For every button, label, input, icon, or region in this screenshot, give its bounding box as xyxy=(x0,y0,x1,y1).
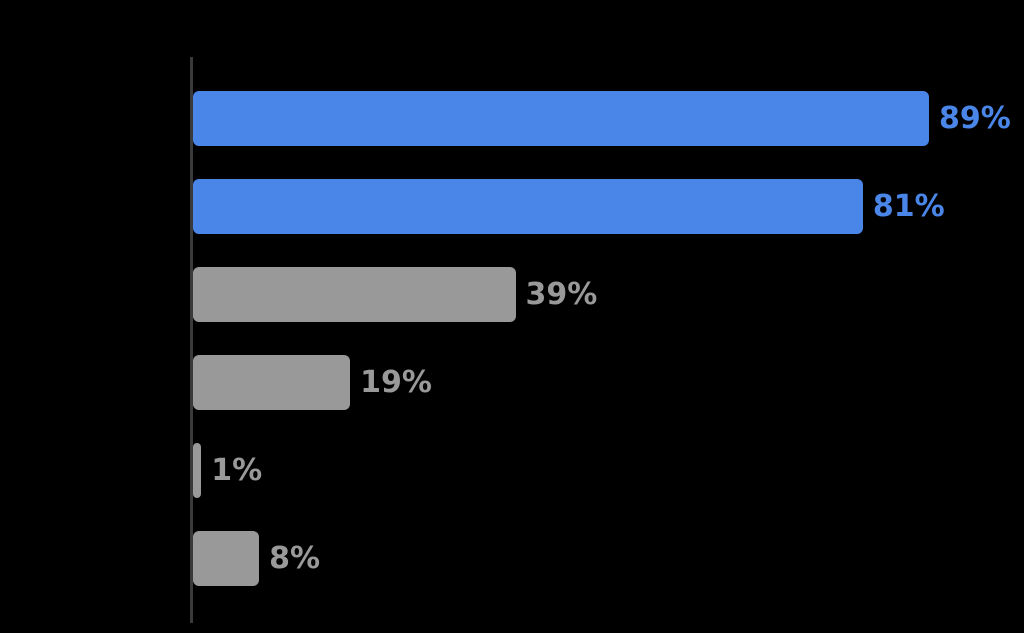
bar xyxy=(193,179,863,234)
bar-row: 8% xyxy=(193,531,1020,586)
bar-row: 1% xyxy=(193,443,1020,498)
bar xyxy=(193,531,260,586)
bar-value-label: 1% xyxy=(211,452,263,488)
y-axis-line xyxy=(190,57,193,623)
bar-row: 19% xyxy=(193,355,1020,410)
bar-value-label: 19% xyxy=(360,364,432,400)
bar-value-label: 39% xyxy=(525,276,598,312)
bar-row: 39% xyxy=(193,267,1020,322)
bar-value-label: 81% xyxy=(872,188,945,224)
bars-area: 89% 81% 39% 19% 1% 8% xyxy=(193,91,1020,586)
bar xyxy=(193,443,202,498)
bar-row: 81% xyxy=(193,179,1020,234)
bar xyxy=(193,91,930,146)
bar-value-label: 89% xyxy=(939,100,1011,136)
bar xyxy=(193,355,351,410)
bar-value-label: 8% xyxy=(269,540,321,576)
bar xyxy=(193,267,516,322)
bar-row: 89% xyxy=(193,91,1020,146)
